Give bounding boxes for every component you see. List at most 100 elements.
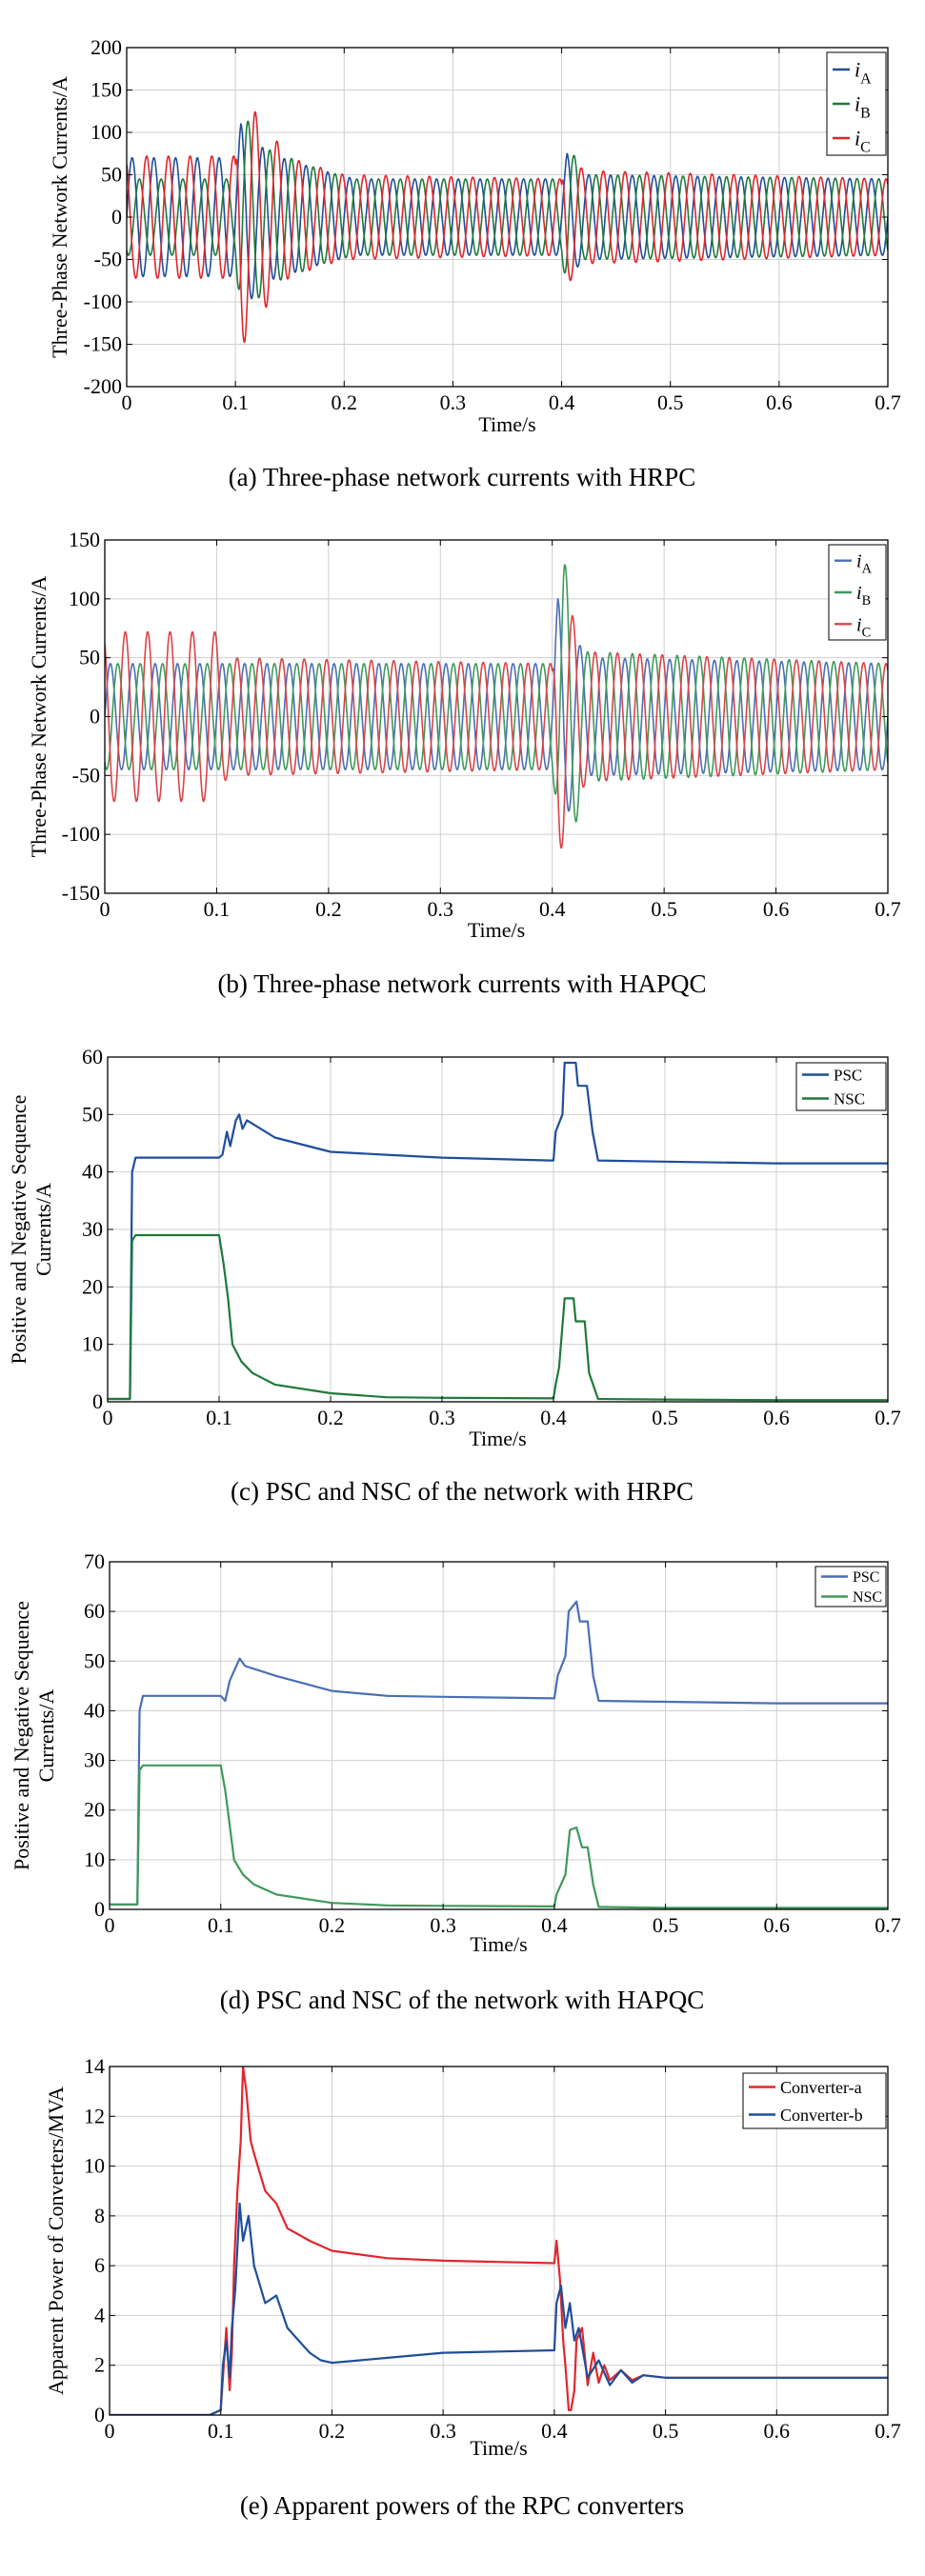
- y-tick-label: 6: [94, 2253, 105, 2277]
- y-axis-label: Three-Phase Network Currents/A: [27, 576, 50, 858]
- x-axis-label: Time/s: [470, 1932, 527, 1956]
- x-tick-label: 0.5: [657, 390, 684, 414]
- x-tick-label: 0: [122, 390, 132, 414]
- y-tick-label: 40: [82, 1160, 103, 1184]
- x-tick-label: 0.3: [428, 897, 454, 921]
- y-tick-label: -100: [84, 290, 122, 313]
- series-line-ic: [127, 110, 888, 344]
- x-tick-label: 0.4: [541, 2419, 568, 2443]
- y-tick-label: 0: [94, 1897, 105, 1921]
- series-line-psc: [108, 1061, 888, 1401]
- y-tick-label: 14: [84, 2054, 105, 2078]
- x-axis-label: Time/s: [470, 2436, 527, 2460]
- figure-caption: (c) PSC and NSC of the network with HRPC: [231, 1477, 694, 1506]
- series-line-converter-b: [110, 2202, 888, 2415]
- series-line-ia: [105, 598, 888, 812]
- x-tick-label: 0.5: [651, 897, 677, 921]
- y-tick-label: 50: [84, 1648, 105, 1672]
- series-line-ib: [127, 120, 888, 299]
- y-tick-label: 20: [84, 1798, 105, 1822]
- legend-box: [795, 1062, 887, 1111]
- legend-label: Converter-b: [780, 2106, 863, 2125]
- x-tick-label: 0.6: [764, 2419, 791, 2443]
- y-tick-label: 10: [84, 1847, 105, 1871]
- chart-panel-a: 0 0.1 0.2 0.3 0.4 0.5 0.6 0.7 -200 -150 -100 -50 0 50…: [48, 35, 901, 491]
- plot-area: [110, 1562, 888, 1909]
- y-tick-label: -100: [62, 822, 100, 846]
- legend-box: [814, 1566, 887, 1608]
- y-axis-label: Positive and Negative Sequence: [7, 1095, 30, 1365]
- legend-box: [742, 2072, 887, 2129]
- legend: Converter-a Converter-b: [742, 2072, 887, 2129]
- x-axis-label: Time/s: [469, 1427, 526, 1450]
- chart-panel-b: 0 0.1 0.2 0.3 0.4 0.5 0.6 0.7 -150 -100 -50 0 50 100 1…: [27, 528, 901, 998]
- legend-label: NSC: [853, 1589, 882, 1606]
- x-tick-label: 0.1: [206, 1406, 232, 1429]
- x-tick-label: 0.6: [763, 1406, 790, 1429]
- series-line-converter-a: [110, 2067, 888, 2415]
- x-tick-label: 0.2: [319, 1913, 346, 1937]
- x-tick-label: 0.7: [875, 1406, 901, 1429]
- x-tick-label: 0: [103, 1406, 113, 1429]
- x-tick-label: 0: [105, 2419, 115, 2443]
- series-line-ic: [105, 614, 888, 849]
- y-tick-label: -150: [84, 332, 122, 356]
- x-tick-label: 0.7: [875, 2419, 901, 2443]
- x-tick-label: 0.4: [541, 1913, 568, 1937]
- y-tick-label: 60: [84, 1599, 105, 1623]
- y-axis-label: Apparent Power of Converters/MVA: [44, 2087, 68, 2395]
- y-tick-label: 200: [90, 35, 122, 59]
- x-tick-label: 0.6: [766, 390, 793, 414]
- figure-caption: (d) PSC and NSC of the network with HAPQ…: [220, 1986, 705, 2014]
- x-tick-label: 0.3: [440, 390, 467, 414]
- x-tick-label: 0.5: [653, 2419, 679, 2443]
- legend-label: PSC: [853, 1569, 879, 1586]
- x-tick-label: 0.1: [204, 897, 231, 921]
- y-tick-label: 0: [90, 705, 100, 729]
- y-tick-label: 0: [111, 205, 122, 229]
- y-tick-label: 2: [94, 2353, 105, 2377]
- y-tick-label: 150: [69, 528, 100, 551]
- axes-frame: [109, 2066, 889, 2416]
- series-line-nsc: [110, 1764, 888, 1909]
- x-tick-label: 0.1: [222, 390, 249, 414]
- y-tick-label: 60: [82, 1045, 103, 1068]
- y-tick-label: 0: [92, 1389, 103, 1413]
- y-tick-label: -150: [62, 881, 100, 905]
- y-tick-label: 100: [90, 120, 122, 144]
- x-tick-label: 0.3: [430, 1913, 456, 1937]
- y-tick-label: 40: [84, 1698, 105, 1722]
- x-axis-label: Time/s: [478, 412, 535, 436]
- chart-panel-e: 0 0.1 0.2 0.3 0.4 0.5 0.6 0.7 0 2 4 6 8 10 12 14 Time/s A…: [44, 2054, 901, 2520]
- y-tick-label: 150: [90, 78, 122, 102]
- legend-label: Converter-a: [780, 2078, 862, 2097]
- x-tick-label: 0.7: [875, 897, 901, 921]
- figure-caption: (a) Three-phase network currents with HR…: [229, 463, 696, 491]
- series-line-nsc: [108, 1233, 888, 1402]
- y-tick-label: 50: [79, 646, 100, 669]
- y-tick-label: 0: [94, 2403, 105, 2426]
- y-tick-label: 20: [82, 1274, 103, 1298]
- legend-label: PSC: [834, 1066, 862, 1084]
- x-axis-label: Time/s: [468, 918, 525, 942]
- chart-panel-d: 0 0.1 0.2 0.3 0.4 0.5 0.6 0.7 0 10 20 30 40 50 60 70 Tim…: [10, 1549, 901, 2014]
- y-tick-label: 10: [82, 1332, 103, 1356]
- y-tick-label: 12: [84, 2104, 105, 2127]
- x-tick-label: 0.4: [540, 1406, 567, 1429]
- y-tick-label: 4: [94, 2303, 105, 2326]
- y-axis-label: Currents/A: [31, 1183, 55, 1276]
- y-tick-label: -50: [94, 248, 122, 271]
- x-tick-label: 0.3: [429, 1406, 455, 1429]
- figure-caption: (b) Three-phase network currents with HA…: [217, 969, 706, 998]
- x-tick-label: 0.2: [317, 1406, 344, 1429]
- y-tick-label: 10: [84, 2154, 105, 2178]
- series-line-ib: [105, 564, 888, 823]
- x-tick-label: 0.7: [875, 1913, 901, 1937]
- series-lines: [105, 564, 888, 849]
- figure-caption: (e) Apparent powers of the RPC converter…: [240, 2491, 684, 2520]
- y-tick-label: 30: [84, 1748, 105, 1772]
- y-tick-label: -200: [84, 374, 122, 398]
- legend-label: NSC: [834, 1089, 865, 1108]
- y-tick-label: 70: [84, 1549, 105, 1573]
